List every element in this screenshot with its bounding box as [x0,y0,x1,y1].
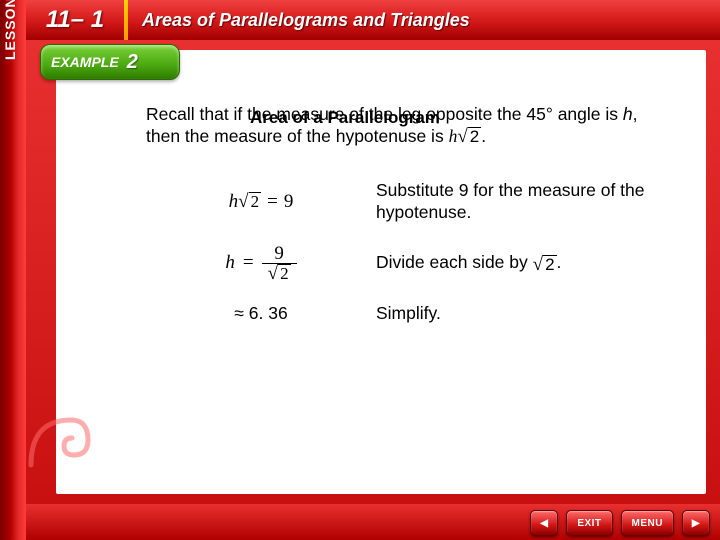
recall-var-h: h [623,104,633,124]
spine-label: LESSON [2,0,18,60]
step-3-text: Simplify. [376,303,676,325]
steps-list: h√2 = 9 Substitute 9 for the measure of … [146,180,676,325]
content-frame: Area of a Parallelogram Recall that if t… [26,40,720,504]
step-1-eq: = [261,190,284,214]
recall-text-1: Recall that if the measure of the leg op… [146,104,623,124]
header-bar: 11– 1 Areas of Parallelograms and Triang… [26,0,720,40]
step-2-eq: = [235,251,262,275]
step-row: ≈ 6. 36 Simplify. [146,303,676,325]
step-1-text: Substitute 9 for the measure of the hypo… [376,180,676,224]
step-2-den-root: 2 [278,264,291,282]
bottom-bar: ◀ EXIT MENU ▶ [26,504,720,540]
step-2-lhs: h [225,251,235,275]
lesson-number: 11– 1 [26,0,124,40]
step-1-sqrt: √2 [238,192,261,211]
nav-exit-button[interactable]: EXIT [566,510,612,536]
step-1-h: h [229,190,239,214]
step-3-val: 6. 36 [249,303,288,325]
header-title: Areas of Parallelograms and Triangles [128,10,470,31]
step-3-approx: ≈ [234,303,244,325]
slide: LESSON 11– 1 Areas of Parallelograms and… [0,0,720,540]
step-2-frac: 9 √2 [262,244,297,283]
recall-math-h: h [449,126,458,146]
nav-forward-button[interactable]: ▶ [682,510,710,536]
step-2-text: Divide each side by √2. [376,252,676,274]
content-area: Area of a Parallelogram Recall that if t… [56,50,706,494]
step-row: h = 9 √2 Divide each side by √2. [146,244,676,283]
example-number: 2 [127,51,138,74]
step-2-den-sqrt: √2 [268,264,291,283]
step-3-math: ≈ 6. 36 [146,303,376,325]
arrow-left-icon: ◀ [540,518,548,529]
step-1-math: h√2 = 9 [146,190,376,214]
recall-sqrt-val: 2 [468,127,481,145]
step-1-root: 2 [249,192,262,210]
nav-menu-button[interactable]: MENU [621,510,674,536]
step-2-text-sqrt: √2 [533,255,557,274]
recall-paragraph: Recall that if the measure of the leg op… [146,104,676,148]
step-1-rhs: 9 [284,190,294,214]
step-row: h√2 = 9 Substitute 9 for the measure of … [146,180,676,224]
nav-buttons: ◀ EXIT MENU ▶ [530,510,710,536]
step-2-math: h = 9 √2 [146,244,376,283]
body-content: Recall that if the measure of the leg op… [146,104,676,344]
example-label: EXAMPLE [51,54,119,70]
step-2-text-pre: Divide each side by [376,252,528,272]
step-2-text-post: . [557,252,562,272]
step-2-num: 9 [268,244,290,263]
lesson-spine: LESSON [0,0,26,540]
recall-sqrt: √2 [457,127,481,146]
nav-back-button[interactable]: ◀ [530,510,558,536]
example-pill: EXAMPLE 2 [40,44,180,80]
arrow-right-icon: ▶ [692,518,700,529]
recall-text-3: . [481,126,486,146]
step-2-text-root: 2 [543,255,556,273]
